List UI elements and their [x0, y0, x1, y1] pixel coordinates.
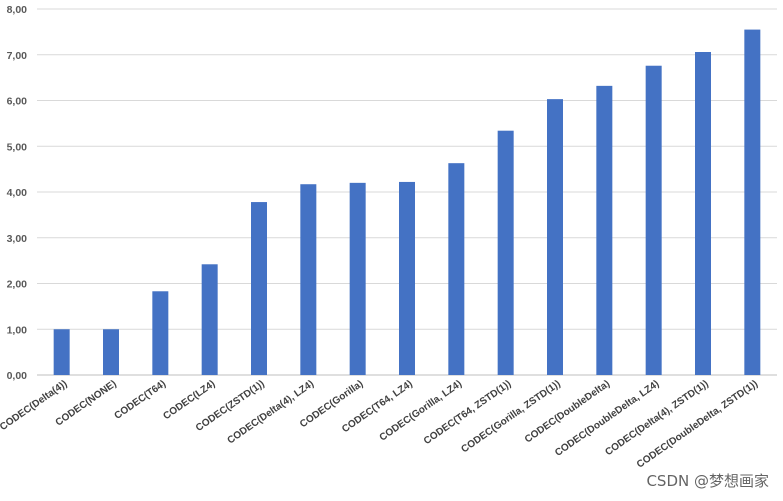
- watermark-text: CSDN @梦想画家: [646, 472, 769, 490]
- y-axis-tick-labels: 0,00 1,00 2,00 3,00 4,00 5,00 6,00 7,00 8,00: [7, 4, 28, 382]
- y-tick-label: 8,00: [7, 4, 28, 16]
- bar: [349, 182, 366, 375]
- bar: [53, 329, 70, 375]
- x-category-label: CODEC(T64): [113, 378, 168, 421]
- y-tick-label: 1,00: [7, 324, 28, 336]
- bars: [53, 29, 761, 376]
- x-axis-category-labels: CODEC(Delta(4))CODEC(NONE)CODEC(T64)CODE…: [0, 378, 760, 470]
- bar: [152, 291, 169, 375]
- bar: [448, 163, 465, 375]
- y-tick-label: 5,00: [7, 141, 28, 153]
- bar: [251, 202, 267, 375]
- bar: [497, 130, 514, 375]
- y-tick-label: 4,00: [7, 187, 28, 199]
- y-tick-label: 0,00: [7, 370, 28, 382]
- y-tick-label: 6,00: [7, 96, 28, 108]
- y-tick-label: 7,00: [7, 50, 28, 62]
- x-category-label: CODEC(DoubleDelta): [523, 378, 612, 445]
- x-category-label: CODEC(T64, ZSTD(1)): [422, 378, 513, 447]
- x-category-label: CODEC(Gorilla, ZSTD(1)): [459, 378, 562, 455]
- y-tick-label: 2,00: [7, 279, 28, 291]
- bar: [695, 52, 711, 375]
- bar: [300, 184, 317, 375]
- bar: [645, 65, 662, 375]
- x-category-label: CODEC(Gorilla, LZ4): [378, 378, 464, 443]
- bar: [547, 99, 563, 375]
- bar: [744, 29, 761, 376]
- bar: [399, 181, 415, 375]
- bar: [201, 264, 218, 375]
- bar: [103, 329, 119, 375]
- x-category-label: CODEC(Delta(4), LZ4): [226, 378, 317, 446]
- y-tick-label: 3,00: [7, 233, 28, 245]
- bar: [596, 85, 613, 376]
